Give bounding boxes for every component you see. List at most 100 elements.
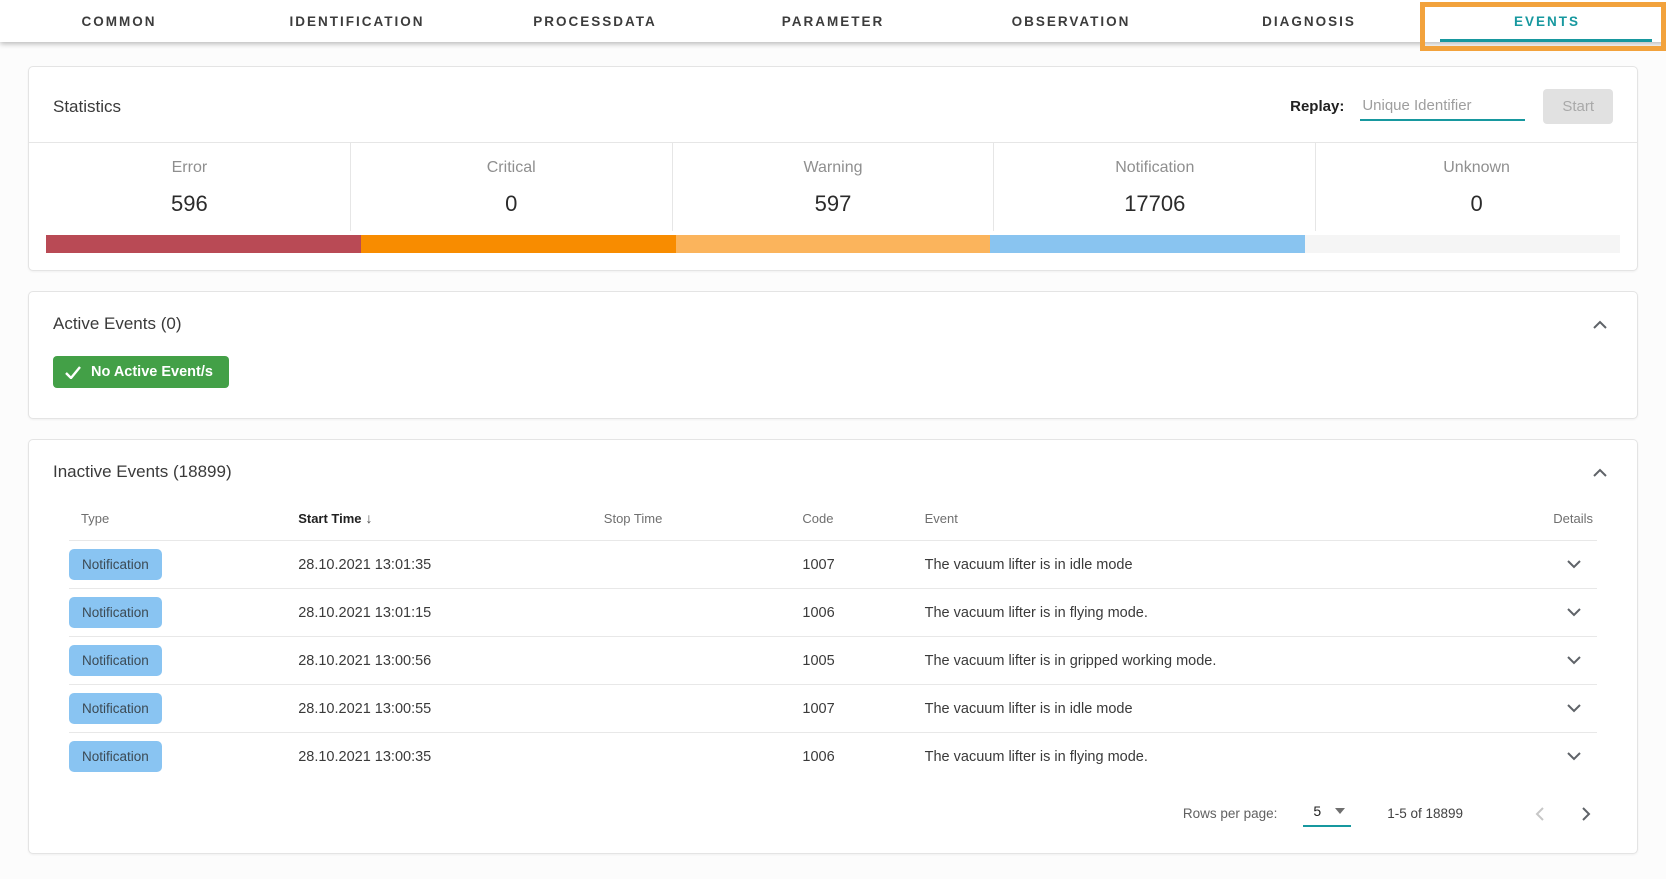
rows-per-page-label: Rows per page: <box>1182 806 1278 821</box>
column-header-start-time[interactable]: Start Time ↓ <box>298 510 373 526</box>
details-expand-button[interactable] <box>1563 748 1585 765</box>
table-row: Notification 28.10.2021 13:00:56 1005 Th… <box>69 636 1597 685</box>
stop-time-cell <box>604 685 803 733</box>
event-type-badge: Notification <box>69 549 162 580</box>
event-cell: The vacuum lifter is in gripped working … <box>924 652 1217 669</box>
column-header-event[interactable]: Event <box>924 510 958 526</box>
column-header-code[interactable]: Code <box>802 510 834 526</box>
top-tab-bar: COMMON IDENTIFICATION PROCESSDATA PARAME… <box>0 0 1666 51</box>
column-header-type[interactable]: Type <box>81 510 110 526</box>
chevron-up-icon <box>1593 465 1607 480</box>
inactive-events-card: Inactive Events (18899) Type Start Time ↓… <box>28 439 1638 854</box>
stat-label: Error <box>171 159 208 176</box>
pagination-range-label: 1-5 of 18899 <box>1387 806 1463 821</box>
statistics-counters: Error 596 Critical 0 Warning 597 Notific… <box>29 143 1637 231</box>
start-time-cell: 28.10.2021 13:00:56 <box>298 652 432 669</box>
inactive-events-title: Inactive Events (18899) <box>53 462 232 481</box>
code-cell: 1007 <box>802 700 835 717</box>
divider <box>29 142 1637 143</box>
tab-label: OBSERVATION <box>1011 13 1131 29</box>
warning-bar-segment <box>675 235 991 253</box>
stop-time-cell <box>604 733 803 781</box>
start-button[interactable]: Start <box>1543 89 1613 124</box>
error-bar-segment <box>46 235 361 253</box>
dropdown-caret-icon <box>1335 807 1346 814</box>
event-type-badge: Notification <box>69 693 162 724</box>
statistics-title: Statistics <box>53 96 122 116</box>
active-tab-underline <box>1440 39 1652 42</box>
stat-unknown: Unknown 0 <box>1315 143 1637 231</box>
stat-value: 596 <box>171 191 208 216</box>
tab-observation[interactable]: OBSERVATION <box>952 0 1190 42</box>
chevron-left-icon <box>1535 806 1544 824</box>
stat-value: 0 <box>1470 191 1483 216</box>
event-cell: The vacuum lifter is in idle mode <box>924 700 1133 717</box>
column-header-stop-time[interactable]: Stop Time <box>603 510 663 526</box>
stat-label: Notification <box>1115 159 1195 176</box>
table-row: Notification 28.10.2021 13:00:55 1007 Th… <box>69 684 1597 733</box>
stop-time-cell <box>604 541 803 589</box>
table-header-row: Type Start Time ↓ Stop Time Code Event De… <box>69 500 1597 541</box>
previous-page-button[interactable] <box>1529 801 1550 827</box>
code-cell: 1005 <box>802 652 835 669</box>
stat-value: 0 <box>505 191 518 216</box>
unique-identifier-input[interactable] <box>1360 92 1526 121</box>
stat-warning: Warning 597 <box>671 143 994 231</box>
tab-label: PROCESSDATA <box>533 13 657 29</box>
tab-parameter[interactable]: PARAMETER <box>714 0 952 42</box>
sort-descending-icon: ↓ <box>365 510 373 526</box>
event-cell: The vacuum lifter is in idle mode <box>924 556 1133 573</box>
notification-bar-segment <box>990 235 1306 253</box>
tab-label: EVENTS <box>1513 13 1580 29</box>
stat-notification: Notification 17706 <box>993 143 1315 231</box>
chevron-right-icon <box>1582 806 1591 824</box>
statistics-card: Statistics Replay: Start Error 596 Criti… <box>28 66 1638 271</box>
tab-label: PARAMETER <box>781 13 885 29</box>
start-time-cell: 28.10.2021 13:01:35 <box>298 556 432 573</box>
replay-controls: Replay: Start <box>1290 89 1613 124</box>
tab-common[interactable]: COMMON <box>0 0 238 42</box>
tab-events[interactable]: EVENTS <box>1420 0 1666 51</box>
next-page-button[interactable] <box>1576 801 1597 827</box>
event-type-badge: Notification <box>69 597 162 628</box>
start-time-cell: 28.10.2021 13:00:35 <box>298 748 432 765</box>
event-cell: The vacuum lifter is in flying mode. <box>924 748 1148 765</box>
table-row: Notification 28.10.2021 13:01:15 1006 Th… <box>69 588 1597 637</box>
stat-value: 17706 <box>1124 191 1186 216</box>
events-page: Statistics Replay: Start Error 596 Criti… <box>0 42 1666 854</box>
critical-bar-segment <box>360 235 676 253</box>
no-active-events-badge: No Active Event/s <box>53 356 229 388</box>
tab-identification[interactable]: IDENTIFICATION <box>238 0 476 42</box>
chevron-down-icon <box>1567 605 1581 620</box>
rows-per-page-value: 5 <box>1313 802 1322 819</box>
inactive-events-collapse-button[interactable] <box>1589 464 1611 481</box>
code-cell: 1007 <box>802 556 835 573</box>
details-expand-button[interactable] <box>1563 556 1585 573</box>
active-events-card: Active Events (0) No Active Event/s <box>28 291 1638 419</box>
active-events-collapse-button[interactable] <box>1589 316 1611 333</box>
chevron-up-icon <box>1593 317 1607 332</box>
stat-label: Critical <box>486 159 536 176</box>
inactive-events-table: Type Start Time ↓ Stop Time Code Event De… <box>69 500 1597 781</box>
stat-error: Error 596 <box>29 143 350 231</box>
event-type-badge: Notification <box>69 741 162 773</box>
rows-per-page-select[interactable]: 5 <box>1303 801 1352 827</box>
event-type-badge: Notification <box>69 645 162 676</box>
table-row: Notification 28.10.2021 13:00:35 1006 Th… <box>69 732 1597 781</box>
check-icon <box>65 365 81 380</box>
active-events-title: Active Events (0) <box>53 314 182 333</box>
details-expand-button[interactable] <box>1563 604 1585 621</box>
tab-label: IDENTIFICATION <box>289 13 425 29</box>
no-active-events-label: No Active Event/s <box>91 364 213 380</box>
start-time-cell: 28.10.2021 13:01:15 <box>298 604 432 621</box>
tab-diagnosis[interactable]: DIAGNOSIS <box>1190 0 1428 42</box>
details-expand-button[interactable] <box>1563 652 1585 669</box>
tab-label: COMMON <box>81 13 157 29</box>
stat-value: 597 <box>814 191 852 216</box>
tab-processdata[interactable]: PROCESSDATA <box>476 0 714 42</box>
details-expand-button[interactable] <box>1563 700 1585 717</box>
chevron-down-icon <box>1567 749 1581 764</box>
code-cell: 1006 <box>802 748 835 765</box>
chevron-down-icon <box>1567 653 1581 668</box>
unknown-bar-segment <box>1305 235 1620 253</box>
